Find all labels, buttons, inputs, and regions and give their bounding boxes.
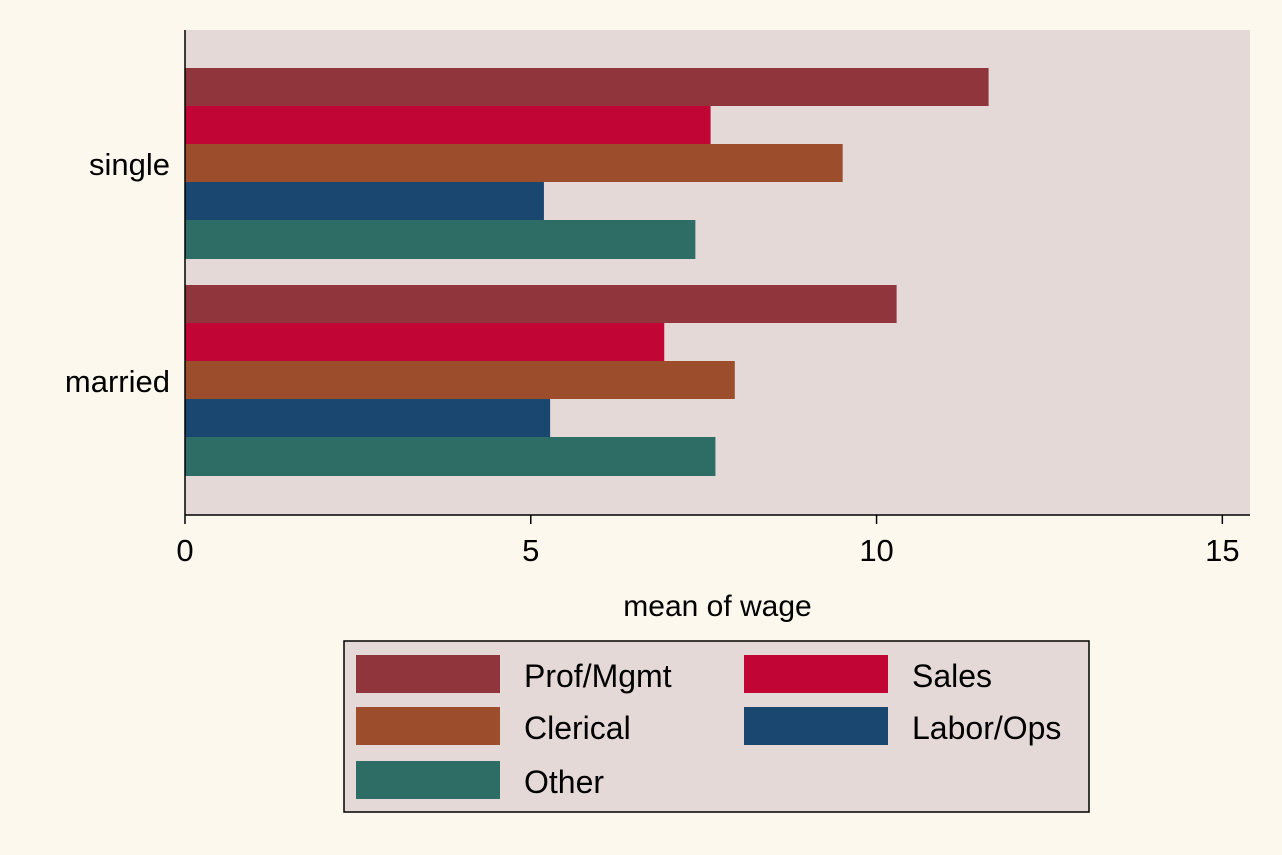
category-label: single	[89, 147, 170, 182]
bars	[185, 68, 989, 476]
legend-swatch-prof-mgmt	[356, 655, 500, 693]
legend-swatch-other	[356, 761, 500, 799]
bar-married-labor-ops	[185, 399, 551, 437]
bar-single-clerical	[185, 144, 843, 182]
legend-label-clerical: Clerical	[524, 710, 631, 746]
legend-label-prof-mgmt: Prof/Mgmt	[524, 658, 672, 694]
legend-label-labor-ops: Labor/Ops	[912, 710, 1061, 746]
bar-single-labor-ops	[185, 182, 544, 220]
legend-swatch-labor-ops	[744, 707, 888, 745]
legend-label-other: Other	[524, 764, 604, 800]
bar-married-other	[185, 437, 716, 476]
legend-items: Prof/Mgmt Sales Clerical Labor/Ops Other	[356, 655, 1061, 800]
bar-married-sales	[185, 323, 665, 361]
x-axis-title: mean of wage	[623, 590, 811, 623]
bar-married-prof-mgmt	[185, 285, 897, 323]
category-label: married	[65, 364, 170, 399]
legend-label-sales: Sales	[912, 658, 992, 694]
x-tick-label: 10	[859, 533, 893, 568]
x-tick-label: 5	[522, 533, 539, 568]
x-tick-label: 0	[176, 533, 193, 568]
legend-swatch-clerical	[356, 707, 500, 745]
bar-single-prof-mgmt	[185, 68, 989, 106]
category-labels: single married	[65, 147, 170, 399]
legend-swatch-sales	[744, 655, 888, 693]
bar-single-other	[185, 220, 696, 259]
x-tick-label: 15	[1205, 533, 1239, 568]
bar-single-sales	[185, 106, 711, 144]
x-axis-ticks: 0 5 10 15	[176, 515, 1240, 568]
bar-married-clerical	[185, 361, 735, 399]
legend: Prof/Mgmt Sales Clerical Labor/Ops Other	[343, 640, 1090, 813]
